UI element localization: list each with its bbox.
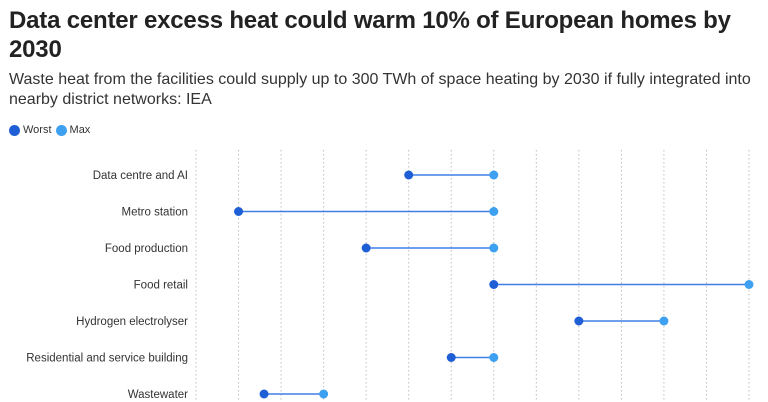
point-max-residential-and-service-building xyxy=(489,353,499,362)
category-label-data-centre-and-ai: Data centre and AI xyxy=(93,170,188,182)
legend-label-max: Max xyxy=(69,124,91,136)
point-max-hydrogen-electrolyser xyxy=(659,316,669,326)
point-max-metro-station xyxy=(489,207,499,216)
chart-subtitle: Waste heat from the facilities could sup… xyxy=(9,71,751,108)
point-max-data-centre-and-ai xyxy=(489,170,499,180)
point-worst-residential-and-service-building xyxy=(446,353,456,362)
legend-item-worst: Worst xyxy=(9,124,52,136)
point-max-food-retail xyxy=(744,280,754,289)
legend-label-worst: Worst xyxy=(23,124,52,136)
chart-title: Data center excess heat could warm 10% o… xyxy=(9,7,731,63)
legend-swatch-worst xyxy=(9,124,20,136)
category-label-metro-station: Metro station xyxy=(122,207,188,219)
legend: Worst Max xyxy=(9,122,94,138)
category-label-food-retail: Food retail xyxy=(134,280,188,292)
point-worst-hydrogen-electrolyser xyxy=(574,316,584,326)
dumbbell-chart: Data centre and AI Metro station Food prod… xyxy=(26,150,754,402)
point-worst-food-retail xyxy=(489,280,499,289)
category-label-hydrogen-electrolyser: Hydrogen electrolyser xyxy=(76,316,188,328)
point-worst-metro-station xyxy=(234,207,244,216)
category-label-residential-and-service-building: Residential and service building xyxy=(26,353,188,365)
legend-item-max: Max xyxy=(55,124,91,136)
category-label-food-production: Food production xyxy=(105,243,188,255)
category-label-wastewater: Wastewater xyxy=(128,389,188,401)
point-worst-wastewater xyxy=(259,389,269,399)
gridlines xyxy=(195,150,750,402)
point-max-food-production xyxy=(489,243,499,253)
point-worst-data-centre-and-ai xyxy=(404,170,414,180)
point-worst-food-production xyxy=(361,243,371,253)
legend-swatch-max xyxy=(55,124,67,136)
point-max-wastewater xyxy=(319,389,329,399)
